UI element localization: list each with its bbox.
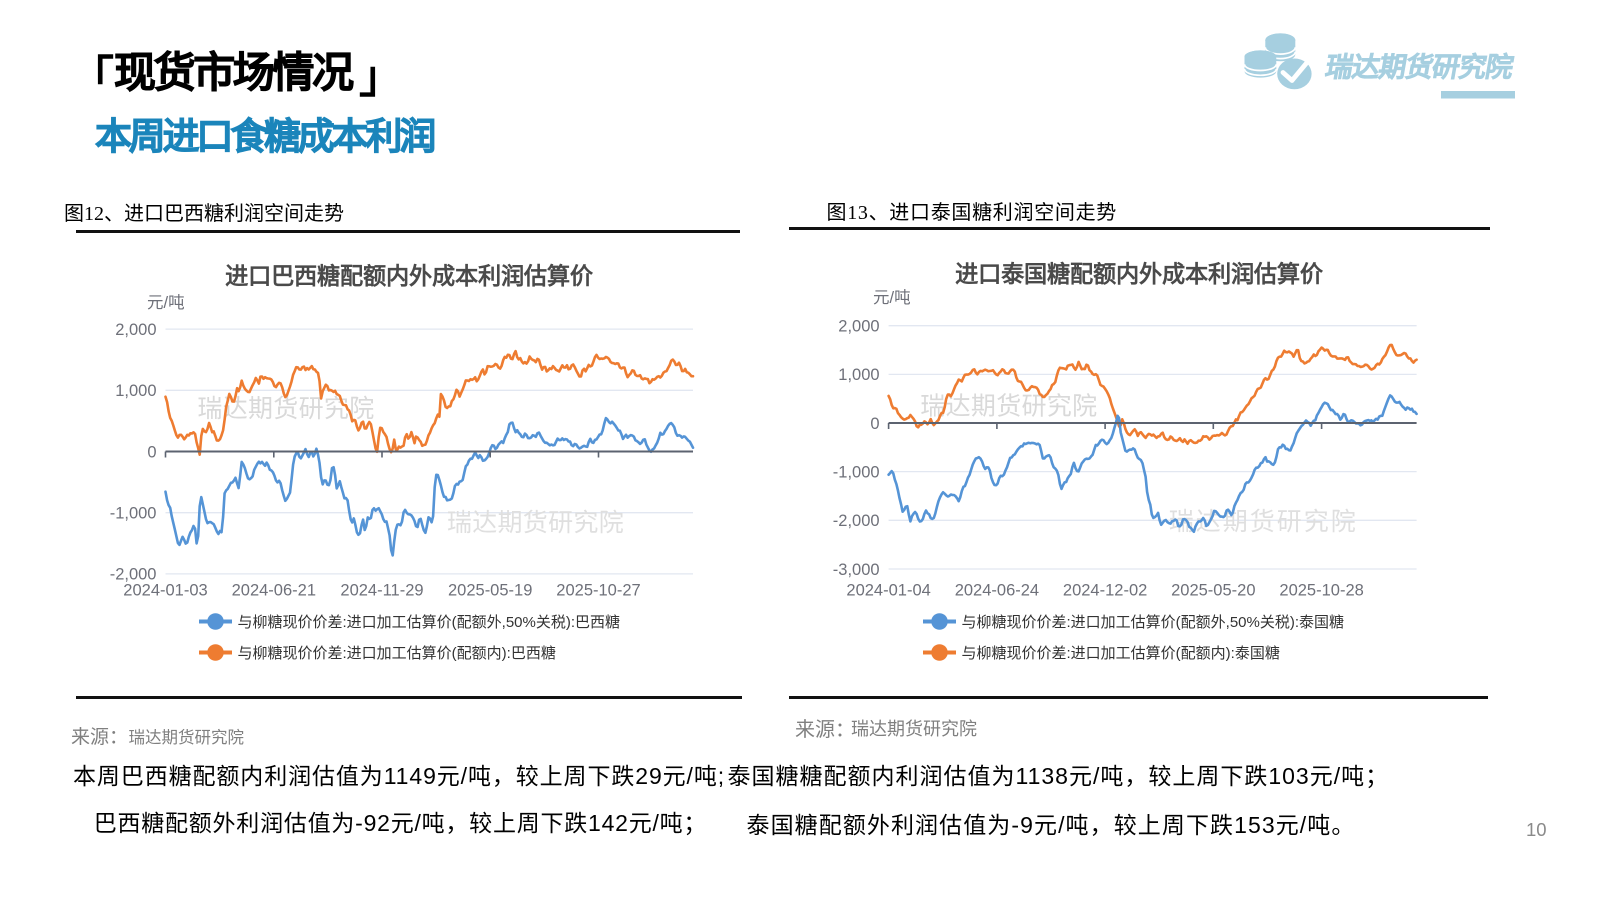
svg-text:与柳糖现价价差:进口加工估算价(配额外,50%关税):巴西糖: 与柳糖现价价差:进口加工估算价(配额外,50%关税):巴西糖 [238,613,621,631]
svg-text:2,000: 2,000 [115,321,156,339]
svg-text:1,000: 1,000 [115,382,156,400]
svg-text:2024-06-21: 2024-06-21 [232,581,316,599]
svg-text:-1,000: -1,000 [833,463,880,481]
svg-text:进口泰国糖配额内外成本利润估算价: 进口泰国糖配额内外成本利润估算价 [955,261,1324,287]
svg-text:瑞达期货研究院: 瑞达期货研究院 [447,509,624,537]
svg-text:2024-01-04: 2024-01-04 [846,581,930,599]
svg-text:2024-11-29: 2024-11-29 [340,581,423,599]
svg-text:2024-01-03: 2024-01-03 [123,581,207,599]
svg-text:2024-06-24: 2024-06-24 [955,581,1039,599]
svg-text:与柳糖现价价差:进口加工估算价(配额内):泰国糖: 与柳糖现价价差:进口加工估算价(配额内):泰国糖 [962,644,1280,662]
svg-text:2024-12-02: 2024-12-02 [1063,581,1147,599]
svg-text:2025-10-27: 2025-10-27 [556,581,640,599]
svg-text:进口巴西糖配额内外成本利润估算价: 进口巴西糖配额内外成本利润估算价 [225,263,594,289]
svg-text:元/吨: 元/吨 [147,293,185,312]
svg-text:瑞达期货研究院: 瑞达期货研究院 [1323,52,1516,83]
svg-text:与柳糖现价价差:进口加工估算价(配额内):巴西糖: 与柳糖现价价差:进口加工估算价(配额内):巴西糖 [238,644,556,662]
svg-text:2025-05-20: 2025-05-20 [1171,581,1255,599]
svg-text:2025-10-28: 2025-10-28 [1279,581,1363,599]
svg-text:-3,000: -3,000 [833,561,880,579]
svg-text:0: 0 [147,443,156,461]
svg-text:与柳糖现价价差:进口加工估算价(配额外,50%关税):泰国糖: 与柳糖现价价差:进口加工估算价(配额外,50%关税):泰国糖 [962,613,1345,631]
svg-text:2025-05-19: 2025-05-19 [448,581,532,599]
svg-text:1,000: 1,000 [838,366,879,384]
svg-text:元/吨: 元/吨 [873,288,911,307]
svg-text:瑞达期货研究院: 瑞达期货研究院 [920,393,1097,421]
svg-text:-2,000: -2,000 [833,512,880,530]
svg-text:-2,000: -2,000 [110,566,157,584]
svg-text:-1,000: -1,000 [110,505,157,523]
svg-text:2,000: 2,000 [838,318,879,336]
svg-text:0: 0 [870,415,879,433]
